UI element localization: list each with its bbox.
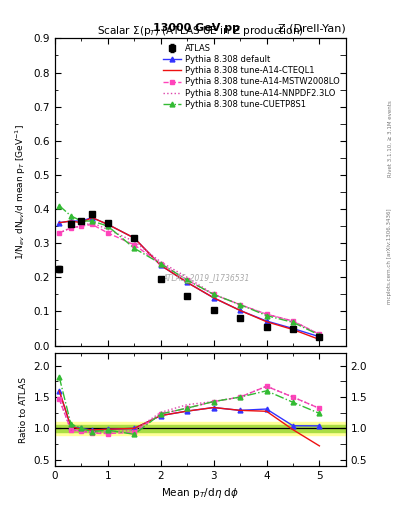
Pythia 8.308 tune-A14-NNPDF2.3LO (290, 318, 295, 324)
Pythia 8.308 tune-A14-CTEQL1 (238, 307, 242, 313)
Pythia 8.308 tune-CUETP8S1 (185, 277, 189, 283)
Pythia 8.308 tune-A14-CTEQL1 (317, 336, 322, 343)
Pythia 8.308 tune-CUETP8S1 (68, 213, 73, 219)
Pythia 8.308 tune-CUETP8S1 (211, 291, 216, 297)
Pythia 8.308 default (185, 280, 189, 286)
X-axis label: Mean p$_{T}$/d$\eta$ d$\phi$: Mean p$_{T}$/d$\eta$ d$\phi$ (162, 486, 239, 500)
Pythia 8.308 tune-A14-MSTW2008LO (264, 311, 269, 317)
Pythia 8.308 tune-CUETP8S1 (238, 302, 242, 308)
Pythia 8.308 tune-A14-MSTW2008LO (68, 225, 73, 231)
Pythia 8.308 default (57, 220, 62, 226)
Pythia 8.308 default (158, 262, 163, 268)
Pythia 8.308 default (317, 334, 322, 340)
Pythia 8.308 tune-A14-NNPDF2.3LO (317, 331, 322, 337)
Text: ATLAS_2019_I1736531: ATLAS_2019_I1736531 (163, 273, 250, 283)
Pythia 8.308 tune-A14-MSTW2008LO (132, 242, 137, 248)
Text: Rivet 3.1.10, ≥ 3.1M events: Rivet 3.1.10, ≥ 3.1M events (387, 100, 392, 177)
Bar (55, 422, 346, 435)
Pythia 8.308 tune-CUETP8S1 (57, 203, 62, 209)
Pythia 8.308 tune-A14-CTEQL1 (106, 221, 110, 227)
Pythia 8.308 tune-CUETP8S1 (79, 218, 84, 224)
Pythia 8.308 tune-CUETP8S1 (158, 261, 163, 267)
Pythia 8.308 tune-A14-CTEQL1 (185, 280, 189, 286)
Y-axis label: 1/N$_{ev}$ dN$_{ev}$/d mean p$_{T}$ [GeV$^{-1}$]: 1/N$_{ev}$ dN$_{ev}$/d mean p$_{T}$ [GeV… (14, 124, 28, 260)
Bar (55, 425, 346, 432)
Pythia 8.308 tune-A14-MSTW2008LO (57, 230, 62, 236)
Pythia 8.308 tune-A14-CTEQL1 (90, 215, 94, 221)
Pythia 8.308 tune-A14-NNPDF2.3LO (211, 291, 216, 297)
Pythia 8.308 tune-A14-MSTW2008LO (290, 318, 295, 324)
Line: Pythia 8.308 default: Pythia 8.308 default (57, 215, 322, 339)
Pythia 8.308 default (264, 318, 269, 324)
Pythia 8.308 tune-A14-NNPDF2.3LO (57, 230, 62, 236)
Pythia 8.308 default (79, 218, 84, 224)
Pythia 8.308 tune-A14-NNPDF2.3LO (158, 259, 163, 265)
Line: Pythia 8.308 tune-A14-NNPDF2.3LO: Pythia 8.308 tune-A14-NNPDF2.3LO (59, 223, 320, 334)
Line: Pythia 8.308 tune-CUETP8S1: Pythia 8.308 tune-CUETP8S1 (57, 203, 322, 337)
Legend: ATLAS, Pythia 8.308 default, Pythia 8.308 tune-A14-CTEQL1, Pythia 8.308 tune-A14: ATLAS, Pythia 8.308 default, Pythia 8.30… (161, 42, 342, 110)
Pythia 8.308 tune-A14-CTEQL1 (79, 220, 84, 226)
Line: Pythia 8.308 tune-A14-MSTW2008LO: Pythia 8.308 tune-A14-MSTW2008LO (57, 222, 321, 336)
Pythia 8.308 default (106, 221, 110, 227)
Pythia 8.308 default (211, 295, 216, 301)
Pythia 8.308 tune-A14-CTEQL1 (158, 262, 163, 268)
Pythia 8.308 default (68, 218, 73, 224)
Y-axis label: Ratio to ATLAS: Ratio to ATLAS (19, 377, 28, 442)
Pythia 8.308 tune-A14-MSTW2008LO (106, 230, 110, 236)
Pythia 8.308 tune-CUETP8S1 (90, 218, 94, 224)
Pythia 8.308 tune-A14-NNPDF2.3LO (106, 226, 110, 232)
Text: 13000 GeV pp: 13000 GeV pp (153, 23, 240, 33)
Pythia 8.308 tune-A14-NNPDF2.3LO (68, 225, 73, 231)
Pythia 8.308 tune-A14-MSTW2008LO (79, 223, 84, 229)
Pythia 8.308 tune-A14-CTEQL1 (211, 295, 216, 301)
Text: mcplots.cern.ch [arXiv:1306.3436]: mcplots.cern.ch [arXiv:1306.3436] (387, 208, 392, 304)
Pythia 8.308 tune-A14-CTEQL1 (57, 220, 62, 226)
Line: Pythia 8.308 tune-A14-CTEQL1: Pythia 8.308 tune-A14-CTEQL1 (59, 218, 320, 339)
Pythia 8.308 tune-A14-NNPDF2.3LO (90, 220, 94, 226)
Pythia 8.308 tune-CUETP8S1 (106, 223, 110, 229)
Pythia 8.308 tune-A14-NNPDF2.3LO (185, 274, 189, 281)
Pythia 8.308 tune-A14-CTEQL1 (264, 318, 269, 325)
Pythia 8.308 tune-A14-NNPDF2.3LO (264, 311, 269, 317)
Pythia 8.308 default (90, 215, 94, 221)
Pythia 8.308 tune-CUETP8S1 (317, 332, 322, 338)
Pythia 8.308 tune-A14-CTEQL1 (290, 327, 295, 333)
Pythia 8.308 tune-A14-MSTW2008LO (317, 331, 322, 337)
Pythia 8.308 tune-A14-MSTW2008LO (211, 291, 216, 297)
Pythia 8.308 tune-A14-MSTW2008LO (90, 221, 94, 227)
Title: Scalar $\Sigma$(p$_{T}$) (ATLAS UE in Z production): Scalar $\Sigma$(p$_{T}$) (ATLAS UE in Z … (97, 24, 304, 38)
Pythia 8.308 tune-A14-CTEQL1 (68, 218, 73, 224)
Pythia 8.308 tune-A14-NNPDF2.3LO (79, 223, 84, 229)
Pythia 8.308 tune-CUETP8S1 (132, 245, 137, 251)
Pythia 8.308 tune-A14-MSTW2008LO (158, 261, 163, 267)
Pythia 8.308 tune-CUETP8S1 (290, 319, 295, 326)
Pythia 8.308 default (132, 235, 137, 241)
Pythia 8.308 default (238, 307, 242, 313)
Text: Z (Drell-Yan): Z (Drell-Yan) (278, 23, 346, 33)
Pythia 8.308 tune-A14-MSTW2008LO (185, 277, 189, 283)
Pythia 8.308 tune-CUETP8S1 (264, 312, 269, 318)
Pythia 8.308 default (290, 326, 295, 332)
Pythia 8.308 tune-A14-MSTW2008LO (238, 302, 242, 308)
Pythia 8.308 tune-A14-CTEQL1 (132, 235, 137, 241)
Pythia 8.308 tune-A14-NNPDF2.3LO (132, 239, 137, 245)
Pythia 8.308 tune-A14-NNPDF2.3LO (238, 302, 242, 308)
